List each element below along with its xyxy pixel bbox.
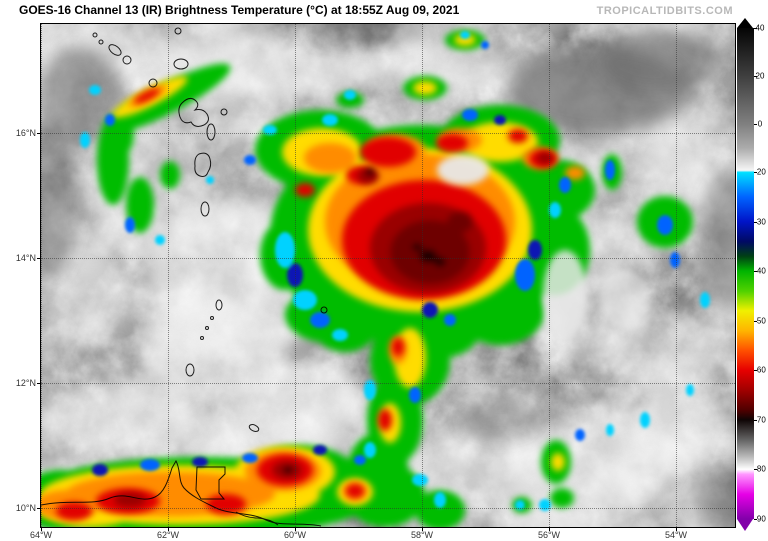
colorbar-tick-label: -30 bbox=[754, 217, 766, 227]
colorbar-extend-cold-arrow bbox=[737, 519, 753, 531]
colorbar-tick-label: -60 bbox=[754, 365, 766, 375]
colorbar-tick-label: -40 bbox=[754, 266, 766, 276]
watermark-text: TROPICALTIDBITS.COM bbox=[596, 5, 733, 17]
lon-label: 58°W bbox=[410, 530, 434, 540]
lon-label: 60°W bbox=[283, 530, 307, 540]
colorbar-gradient bbox=[737, 28, 754, 519]
colorbar-tick-mark bbox=[754, 370, 757, 372]
colorbar-tick-label: -50 bbox=[754, 316, 766, 326]
colorbar-tick-mark bbox=[754, 124, 757, 125]
colorbar-tick-label: -90 bbox=[754, 514, 766, 524]
lat-label: 12°N bbox=[15, 378, 36, 388]
colorbar-tick-label: 40 bbox=[755, 23, 765, 33]
warm-gap-clouds bbox=[437, 155, 650, 340]
figure-title: GOES-16 Channel 13 (IR) Brightness Tempe… bbox=[19, 3, 460, 17]
storm-coldest-tops bbox=[114, 152, 553, 507]
lat-label: 14°N bbox=[15, 253, 36, 263]
lon-tick bbox=[422, 527, 423, 531]
lon-tick bbox=[676, 527, 677, 531]
lon-tick bbox=[295, 527, 296, 531]
lon-tick bbox=[168, 527, 169, 531]
colorbar-tick-label: 0 bbox=[757, 119, 763, 129]
colorbar-tick-mark bbox=[754, 419, 757, 421]
colorbar-tick-label: -80 bbox=[754, 464, 766, 474]
colorbar-tick-mark bbox=[754, 76, 757, 77]
lon-label: 62°W bbox=[156, 530, 180, 540]
lon-tick bbox=[41, 527, 42, 531]
colorbar-tick-mark bbox=[754, 469, 757, 471]
lon-tick bbox=[549, 527, 550, 531]
colorbar-tick-label: -20 bbox=[754, 167, 766, 177]
lon-label: 54°W bbox=[664, 530, 688, 540]
colorbar-tick-mark bbox=[754, 221, 757, 223]
colorbar-tick-mark bbox=[754, 320, 757, 322]
lat-tick bbox=[37, 383, 41, 384]
lat-label: 10°N bbox=[15, 503, 36, 513]
colorbar-tick-mark bbox=[754, 518, 757, 520]
lat-label: 16°N bbox=[15, 128, 36, 138]
satellite-map-image bbox=[18, 15, 768, 537]
colorbar-tick-mark bbox=[754, 271, 757, 273]
coastlines bbox=[40, 27, 328, 527]
lat-tick bbox=[37, 508, 41, 509]
lon-label: 56°W bbox=[537, 530, 561, 540]
colorbar-tick-mark bbox=[754, 172, 757, 173]
colorbar-tick-label: -70 bbox=[754, 415, 766, 425]
colorbar-extend-warm-arrow bbox=[737, 18, 753, 28]
lat-tick bbox=[37, 133, 41, 134]
lon-label: 64°W bbox=[29, 530, 53, 540]
colorbar-tick-label: 20 bbox=[755, 71, 765, 81]
colorbar-tick-mark bbox=[754, 28, 757, 29]
ir-imagery-canvas bbox=[18, 15, 768, 537]
lat-tick bbox=[37, 258, 41, 259]
